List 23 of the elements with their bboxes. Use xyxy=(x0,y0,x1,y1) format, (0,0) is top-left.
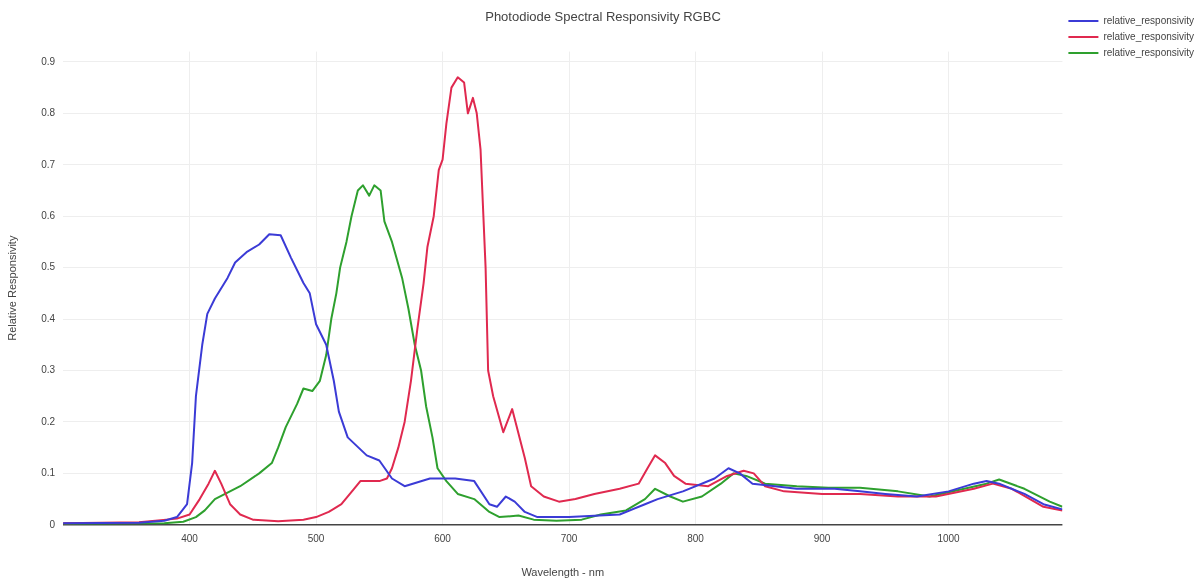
x-tick-label: 1000 xyxy=(937,532,961,544)
x-tick-label: 700 xyxy=(560,532,578,544)
y-tick-label: 0.7 xyxy=(41,158,56,170)
x-tick-label: 600 xyxy=(434,532,452,544)
y-tick-label: 0.3 xyxy=(41,364,56,376)
y-tick-label: 0.4 xyxy=(41,312,56,324)
y-tick-label: 0.1 xyxy=(41,467,56,479)
y-tick-label: 0.6 xyxy=(41,209,56,221)
legend-label: relative_responsivity xyxy=(1103,14,1195,26)
chart-title: Photodiode Spectral Responsivity RGBC xyxy=(485,9,721,25)
y-tick-label: 0 xyxy=(49,518,56,530)
x-tick-label: 800 xyxy=(687,532,705,544)
x-tick-label: 400 xyxy=(181,532,199,544)
x-tick-label: 900 xyxy=(813,532,831,544)
x-axis-title: Wavelength - nm xyxy=(521,566,605,579)
y-tick-label: 0.2 xyxy=(41,415,56,427)
y-axis-title: Relative Responsivity xyxy=(5,235,18,341)
y-tick-label: 0.8 xyxy=(41,107,56,119)
legend-label: relative_responsivity xyxy=(1103,30,1195,42)
legend-label: relative_responsivity xyxy=(1103,46,1195,58)
y-tick-label: 0.5 xyxy=(41,261,56,273)
x-tick-label: 500 xyxy=(307,532,325,544)
y-tick-label: 0.9 xyxy=(41,55,56,67)
